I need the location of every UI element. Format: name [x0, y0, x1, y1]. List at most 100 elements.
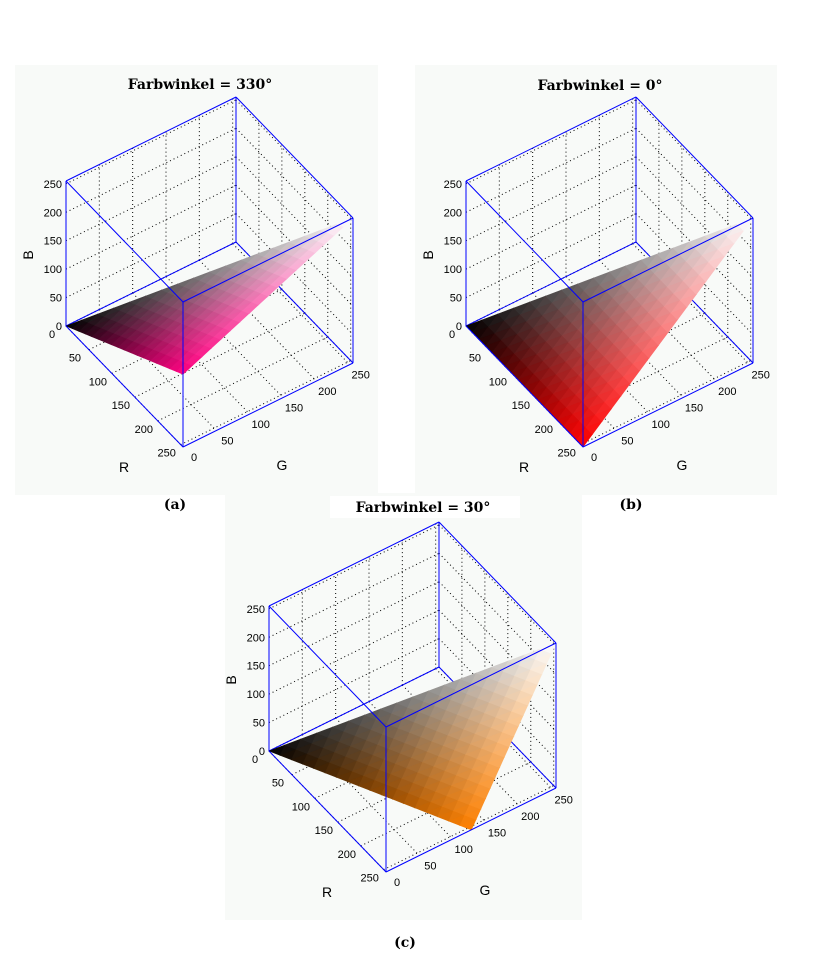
box-edge	[65, 325, 184, 448]
r-tick-label: 250	[558, 448, 576, 460]
box-edge	[182, 217, 354, 303]
surface-patch	[478, 777, 496, 789]
box-edge	[582, 362, 754, 448]
surface-patch	[175, 365, 193, 375]
surface-patch	[482, 767, 501, 779]
r-tick-label: 200	[338, 849, 356, 861]
box-edge	[635, 96, 754, 219]
grid-line	[635, 156, 754, 279]
caption-b: (b)	[619, 497, 642, 513]
surface-patch	[727, 230, 745, 244]
r-tick-label: 50	[69, 353, 81, 365]
surface-patch	[222, 321, 240, 332]
grid-line	[235, 213, 354, 335]
surface-patch	[289, 261, 306, 271]
g-tick-label: 200	[718, 386, 736, 398]
surface-patch	[642, 344, 660, 359]
b-tick-label: 150	[44, 236, 62, 248]
box-edge	[438, 521, 557, 644]
surface-patch	[487, 756, 505, 768]
grid-line	[235, 99, 354, 222]
r-tick-label: 0	[252, 754, 258, 766]
g-tick-label: 50	[424, 861, 436, 873]
box-edge	[268, 666, 440, 752]
surface-patch	[251, 295, 269, 306]
surface-patch	[660, 319, 679, 333]
surface-patch	[194, 347, 212, 358]
surface-patch	[534, 652, 552, 665]
grid-line	[235, 156, 354, 279]
r-axis-label: R	[519, 459, 529, 475]
b-tick-label: 0	[56, 321, 62, 333]
g-tick-label: 150	[488, 828, 506, 840]
box-edge	[465, 241, 637, 327]
g-tick-label: 100	[251, 419, 269, 431]
r-tick-label: 50	[469, 353, 481, 365]
b-tick-label: 50	[450, 293, 462, 305]
surface-patch	[708, 255, 726, 270]
grid-line	[438, 524, 557, 647]
b-tick-label: 100	[247, 689, 265, 701]
surface-patch	[492, 746, 510, 758]
caption-a: (a)	[164, 497, 186, 513]
g-tick-label: 200	[521, 811, 539, 823]
r-tick-label: 100	[292, 801, 310, 813]
title-a: Farbwinkel = 330°	[128, 77, 273, 93]
surface-patch	[515, 694, 534, 706]
g-tick-label: 150	[685, 403, 703, 415]
b-tick-label: 200	[44, 207, 62, 219]
surface-patch	[651, 331, 669, 346]
surface-patch	[604, 395, 622, 410]
surface-patch	[585, 420, 603, 435]
caption-c: (c)	[394, 935, 416, 951]
title-c: Farbwinkel = 30°	[356, 500, 491, 516]
g-tick-label: 150	[285, 403, 303, 415]
surface-patch	[510, 704, 529, 717]
r-tick-label: 0	[449, 329, 455, 341]
box-edge	[385, 642, 557, 728]
box-edge	[268, 605, 387, 728]
box-edge	[465, 180, 584, 303]
surface-patch	[529, 663, 548, 675]
surface-patch	[623, 370, 641, 384]
surface-patch	[632, 357, 650, 372]
r-tick-label: 150	[315, 825, 333, 837]
r-tick-label: 150	[112, 400, 130, 412]
box-edge	[65, 96, 237, 182]
r-tick-label: 0	[49, 329, 55, 341]
box-edge	[65, 241, 237, 327]
surface-patch	[613, 382, 632, 397]
b-tick-label: 100	[444, 264, 462, 276]
box-edge	[182, 362, 354, 448]
surface-patch	[463, 808, 482, 820]
surface-patch	[736, 217, 754, 232]
box-edge	[465, 325, 584, 448]
surface-patch	[594, 408, 613, 423]
g-axis-label: G	[480, 882, 491, 898]
surface-patch	[279, 269, 297, 280]
surface-patch	[260, 287, 278, 297]
r-tick-label: 100	[89, 376, 107, 388]
g-tick-label: 0	[591, 452, 597, 464]
box-edge	[582, 217, 754, 303]
b-tick-label: 250	[44, 179, 62, 191]
surface-patch	[185, 356, 203, 366]
r-tick-label: 200	[535, 424, 553, 436]
surface-patch	[506, 715, 524, 727]
surface-patch	[270, 278, 288, 288]
g-axis-label: G	[677, 457, 688, 473]
surface-patch	[473, 787, 491, 800]
b-tick-label: 100	[44, 264, 62, 276]
g-tick-label: 100	[454, 844, 472, 856]
surface-patch	[204, 339, 221, 349]
b-tick-label: 250	[247, 604, 265, 616]
grid-line	[635, 99, 754, 222]
surface-patch	[717, 242, 735, 257]
g-tick-label: 0	[191, 452, 197, 464]
surface-patch	[307, 243, 325, 254]
r-tick-label: 50	[272, 778, 284, 790]
